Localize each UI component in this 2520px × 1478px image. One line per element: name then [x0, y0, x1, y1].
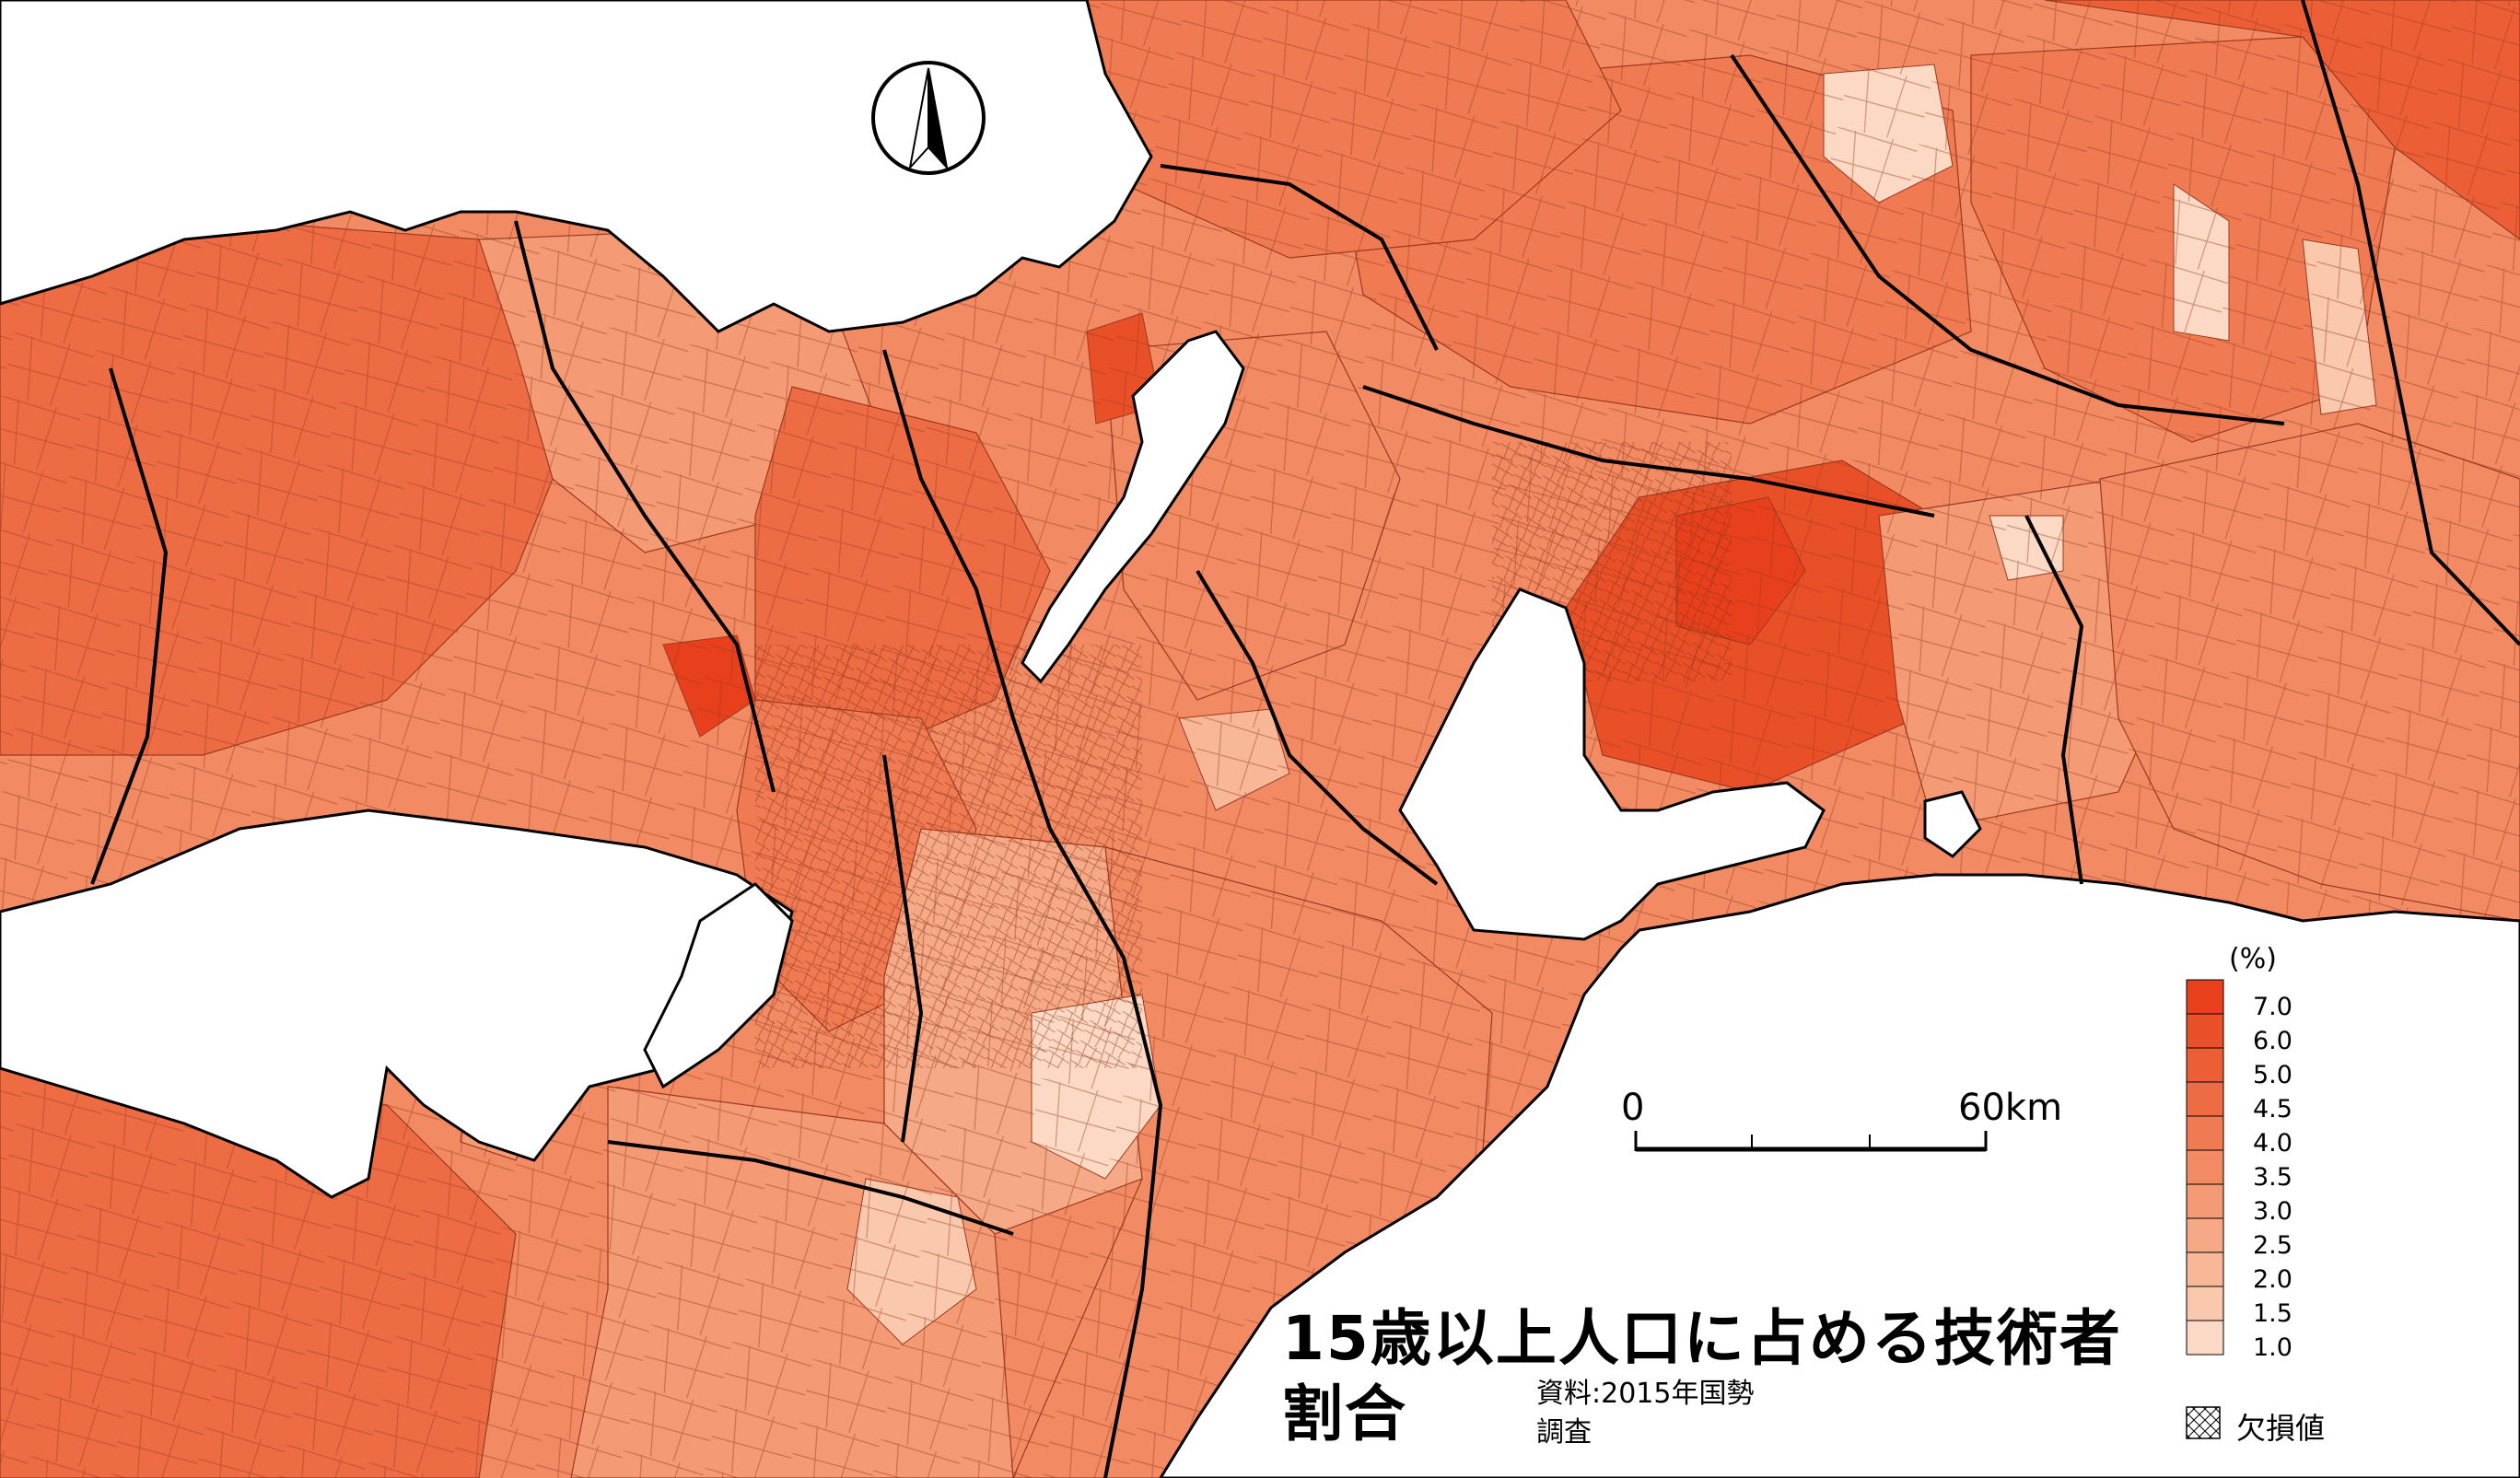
legend-swatch	[2186, 1149, 2224, 1185]
legend-label: 2.5	[2253, 1231, 2292, 1260]
legend-label: 1.0	[2253, 1333, 2292, 1362]
legend-swatch	[2186, 1081, 2224, 1117]
seto-inland-sea	[0, 809, 794, 1199]
north-arrow-icon	[871, 61, 986, 175]
missing-value-swatch	[2186, 1406, 2221, 1439]
lake-biwa	[1021, 330, 1245, 684]
missing-value-label: 欠損値	[2236, 1411, 2326, 1446]
urban-boundaries-kinki	[755, 645, 1142, 1068]
legend-swatch	[2186, 1013, 2224, 1049]
legend-label: 3.0	[2253, 1197, 2292, 1226]
boundary-nagano	[1730, 53, 2285, 425]
source-note: 資料:2015年国勢	[1536, 1378, 1755, 1410]
boundary-hyogo-west	[90, 367, 169, 885]
sea-of-japan	[0, 0, 1153, 333]
legend-label: 3.5	[2253, 1163, 2292, 1192]
scale-bar-start-label: 0	[1621, 1087, 1645, 1129]
legend-swatch	[2186, 1183, 2224, 1219]
boundary-wakayama-nara	[607, 1140, 1014, 1236]
legend-label: 1.5	[2253, 1299, 2292, 1328]
scale-bar	[1634, 1131, 1988, 1152]
osaka-bay	[643, 882, 794, 1089]
legend-label: 4.5	[2253, 1095, 2292, 1123]
prefecture-boundaries	[90, 0, 2520, 1478]
legend-swatch	[2186, 1217, 2224, 1253]
boundary-mie-nara	[1048, 828, 1163, 1478]
boundary-fukui-gifu	[1160, 164, 1439, 351]
boundary-kyoto-shiga	[882, 349, 1052, 830]
source-note-continued: 調査	[1536, 1416, 1592, 1449]
boundary-hyogo-kyoto	[514, 220, 776, 793]
legend-unit: (%)	[2229, 943, 2277, 975]
boundary-aichi-shizuoka	[2024, 515, 2084, 885]
ise-bay	[1398, 588, 1826, 941]
pacific-ocean	[1159, 873, 2520, 1478]
legend-label: 4.0	[2253, 1129, 2292, 1158]
legend-swatch	[2186, 979, 2224, 1015]
scale-bar-end-label: 60km	[1958, 1087, 2063, 1129]
map-title-continued: 割合	[1282, 1379, 1407, 1449]
legend-swatch	[2186, 1286, 2224, 1321]
legend-swatch	[2186, 1320, 2224, 1356]
legend-swatch	[2186, 1251, 2224, 1287]
legend-label: 6.0	[2253, 1027, 2292, 1055]
legend-label: 7.0	[2253, 993, 2292, 1021]
legend-label: 2.0	[2253, 1265, 2292, 1294]
legend-color-ramp	[2186, 979, 2224, 1356]
boundary-shiga-mie	[1196, 569, 1439, 886]
boundary-gifu-aichi	[1362, 385, 1935, 518]
legend-label: 5.0	[2253, 1061, 2292, 1089]
hamana-lake	[1923, 790, 1982, 858]
legend-swatch	[2186, 1115, 2224, 1151]
boundary-osaka-nara	[882, 754, 924, 1143]
boundary-shizuoka-yamanashi	[2301, 0, 2520, 646]
legend-swatch	[2186, 1047, 2224, 1083]
map-title: 15歳以上人口に占める技術者	[1282, 1303, 2122, 1374]
